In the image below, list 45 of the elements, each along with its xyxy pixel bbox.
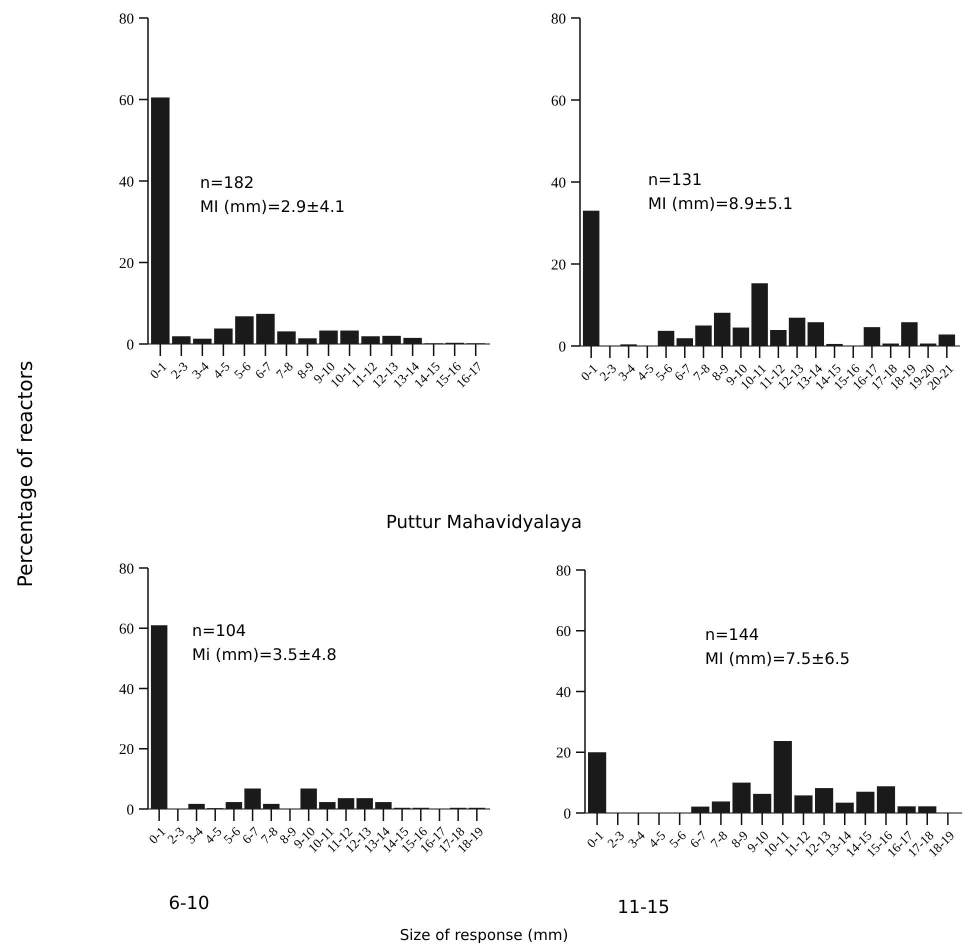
y-tick-label: 20 (119, 256, 134, 272)
annotation: MI (mm)=7.5±6.5 (705, 649, 850, 668)
y-tick-label: 20 (119, 742, 134, 758)
y-tick-label: 40 (119, 682, 134, 698)
y-tick-label: 60 (551, 93, 566, 110)
chart-title: Puttur Mahavidyalaya (386, 512, 582, 533)
x-tick-label: 3-4 (188, 358, 212, 382)
x-tick-label: 2-3 (604, 828, 628, 851)
x-tick-label: 4-5 (210, 358, 233, 382)
y-tick-label: 20 (556, 746, 571, 762)
y-tick-label: 0 (558, 339, 566, 356)
x-tick-label: 2-3 (168, 358, 191, 382)
y-tick-label: 80 (119, 561, 134, 578)
y-tick-label: 0 (126, 337, 134, 354)
x-tick-label: 6-7 (252, 358, 276, 382)
annotation: n=182 (200, 173, 254, 192)
annotation: Mi (mm)=3.5±4.8 (192, 645, 337, 664)
annotation: n=144 (705, 625, 760, 644)
annotation: MI (mm)=2.9±4.1 (200, 197, 345, 216)
y-tick-label: 80 (551, 11, 566, 28)
y-tick-label: 40 (551, 175, 566, 192)
text: 11-15 (617, 897, 670, 918)
annotation: MI (mm)=8.9±5.1 (648, 194, 793, 213)
y-axis-title: Percentage of reactors (13, 360, 37, 588)
y-tick-label: 60 (119, 92, 134, 109)
text: 6-10 (168, 893, 210, 914)
y-tick-label: 20 (551, 257, 566, 274)
y-tick-label: 0 (126, 802, 134, 818)
x-tick-label: 7-8 (707, 828, 730, 851)
y-tick-label: 80 (119, 11, 134, 28)
y-tick-label: 40 (119, 174, 134, 190)
x-tick-label: 0-1 (146, 358, 170, 382)
x-tick-label: 5-6 (666, 827, 690, 851)
x-axis-title: Size of response (mm) (400, 926, 568, 944)
annotation: n=104 (192, 621, 246, 640)
y-tick-label: 60 (556, 624, 571, 640)
x-tick-label: 6-7 (686, 827, 710, 851)
y-tick-label: 60 (119, 622, 134, 638)
x-tick-label: 5-6 (230, 358, 254, 382)
y-tick-label: 80 (556, 563, 571, 580)
y-tick-label: 0 (564, 806, 571, 822)
x-tick-label: 7-8 (272, 358, 296, 382)
annotation: n=131 (648, 170, 702, 189)
y-tick-label: 40 (556, 684, 571, 701)
x-tick-label: 0-1 (584, 828, 606, 851)
